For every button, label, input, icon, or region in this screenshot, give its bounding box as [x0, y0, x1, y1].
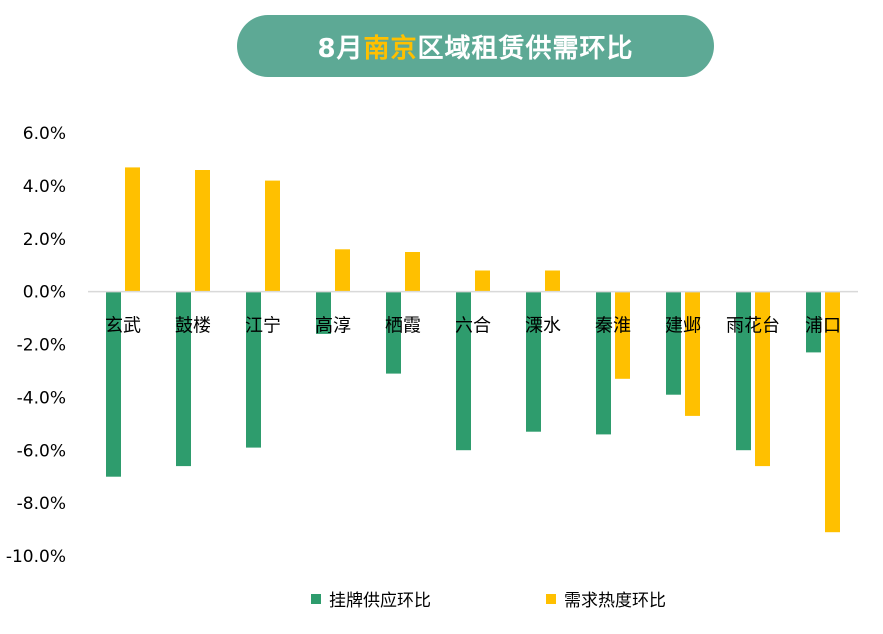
category-label: 雨花台: [726, 316, 780, 337]
bar-demand-8: [685, 291, 700, 416]
bar-demand-6: [545, 270, 560, 292]
bar-supply-2: [246, 291, 261, 448]
legend-item-demand: 需求热度环比: [546, 586, 666, 611]
bar-demand-1: [195, 170, 210, 292]
legend-item-supply: 挂牌供应环比: [311, 586, 431, 611]
title-highlight: 南京: [363, 33, 418, 64]
bar-demand-10: [825, 291, 840, 533]
title-suffix: 区域租赁供需环比: [417, 33, 634, 64]
legend-label-demand: 需求热度环比: [564, 591, 666, 611]
y-tick-label: 6.0%: [23, 124, 66, 144]
bar-supply-5: [456, 291, 471, 451]
category-label: 玄武: [105, 316, 141, 337]
title-prefix: 8月: [317, 33, 364, 64]
y-tick-label: -6.0%: [17, 441, 66, 461]
bar-demand-9: [755, 291, 770, 467]
bar-demand-3: [335, 249, 350, 292]
category-label: 鼓楼: [175, 316, 211, 337]
bar-demand-0: [125, 167, 140, 292]
bar-supply-0: [106, 291, 121, 477]
bar-supply-6: [526, 291, 541, 432]
legend-swatch-demand: [546, 593, 556, 604]
bar-supply-9: [736, 291, 751, 451]
legend-swatch-supply: [311, 593, 321, 604]
category-label: 建邺: [665, 316, 701, 337]
y-tick-label: 0.0%: [23, 283, 66, 303]
category-label: 栖霞: [385, 316, 421, 337]
category-label: 江宁: [245, 316, 281, 337]
bar-supply-7: [596, 291, 611, 435]
category-label: 秦淮: [595, 316, 631, 337]
bar-supply-3: [316, 291, 331, 334]
y-tick-label: 2.0%: [23, 230, 66, 250]
y-tick-label: 4.0%: [23, 177, 66, 197]
bar-demand-7: [615, 291, 630, 379]
title-banner: 8月南京区域租赁供需环比: [237, 15, 714, 77]
legend-label-supply: 挂牌供应环比: [329, 591, 431, 611]
bar-supply-1: [176, 291, 191, 467]
category-label: 六合: [455, 316, 491, 337]
bar-supply-8: [666, 291, 681, 395]
bar-demand-4: [405, 252, 420, 292]
chart-title: 8月南京区域租赁供需环比: [317, 28, 633, 65]
bar-supply-10: [806, 291, 821, 353]
bar-demand-5: [475, 270, 490, 292]
category-label: 溧水: [525, 316, 561, 337]
y-tick-label: -10.0%: [6, 547, 66, 567]
category-label: 浦口: [805, 316, 841, 337]
y-tick-label: -8.0%: [17, 494, 66, 514]
y-tick-label: -4.0%: [17, 388, 66, 408]
bar-demand-2: [265, 180, 280, 292]
bar-supply-4: [386, 291, 401, 374]
category-label: 高淳: [315, 316, 351, 337]
y-tick-label: -2.0%: [17, 336, 66, 356]
